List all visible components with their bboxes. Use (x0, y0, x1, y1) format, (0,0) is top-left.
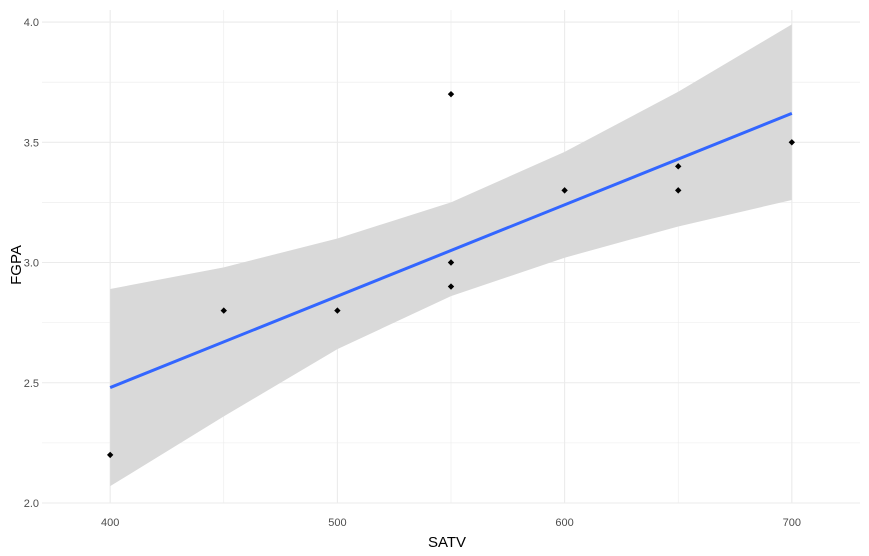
y-tick-label: 2.5 (24, 378, 39, 390)
x-axis-ticks: 400 500 600 700 (101, 517, 801, 529)
data-point (788, 139, 796, 146)
y-tick-label: 2.0 (24, 498, 39, 510)
y-tick-label: 3.0 (24, 258, 39, 270)
x-tick-label: 500 (328, 517, 346, 529)
x-tick-label: 400 (101, 517, 119, 529)
x-tick-label: 700 (783, 517, 801, 529)
regression-line (109, 112, 793, 389)
x-axis-title: SATV (428, 534, 466, 551)
data-point (334, 307, 341, 314)
data-point (447, 283, 455, 290)
y-axis-ticks: 2.0 2.5 3.0 3.5 4.0 (24, 17, 39, 510)
x-tick-label: 600 (555, 517, 573, 529)
data-point (675, 187, 682, 194)
data-point (447, 90, 455, 98)
data-point (220, 307, 227, 314)
confidence-band (110, 24, 792, 487)
y-axis-title: FGPA (8, 245, 25, 285)
data-point (447, 259, 455, 266)
y-tick-label: 4.0 (24, 17, 39, 29)
data-point (675, 163, 682, 170)
data-points (106, 90, 796, 459)
data-point (561, 187, 568, 194)
data-point (106, 451, 114, 459)
y-tick-label: 3.5 (24, 137, 39, 149)
